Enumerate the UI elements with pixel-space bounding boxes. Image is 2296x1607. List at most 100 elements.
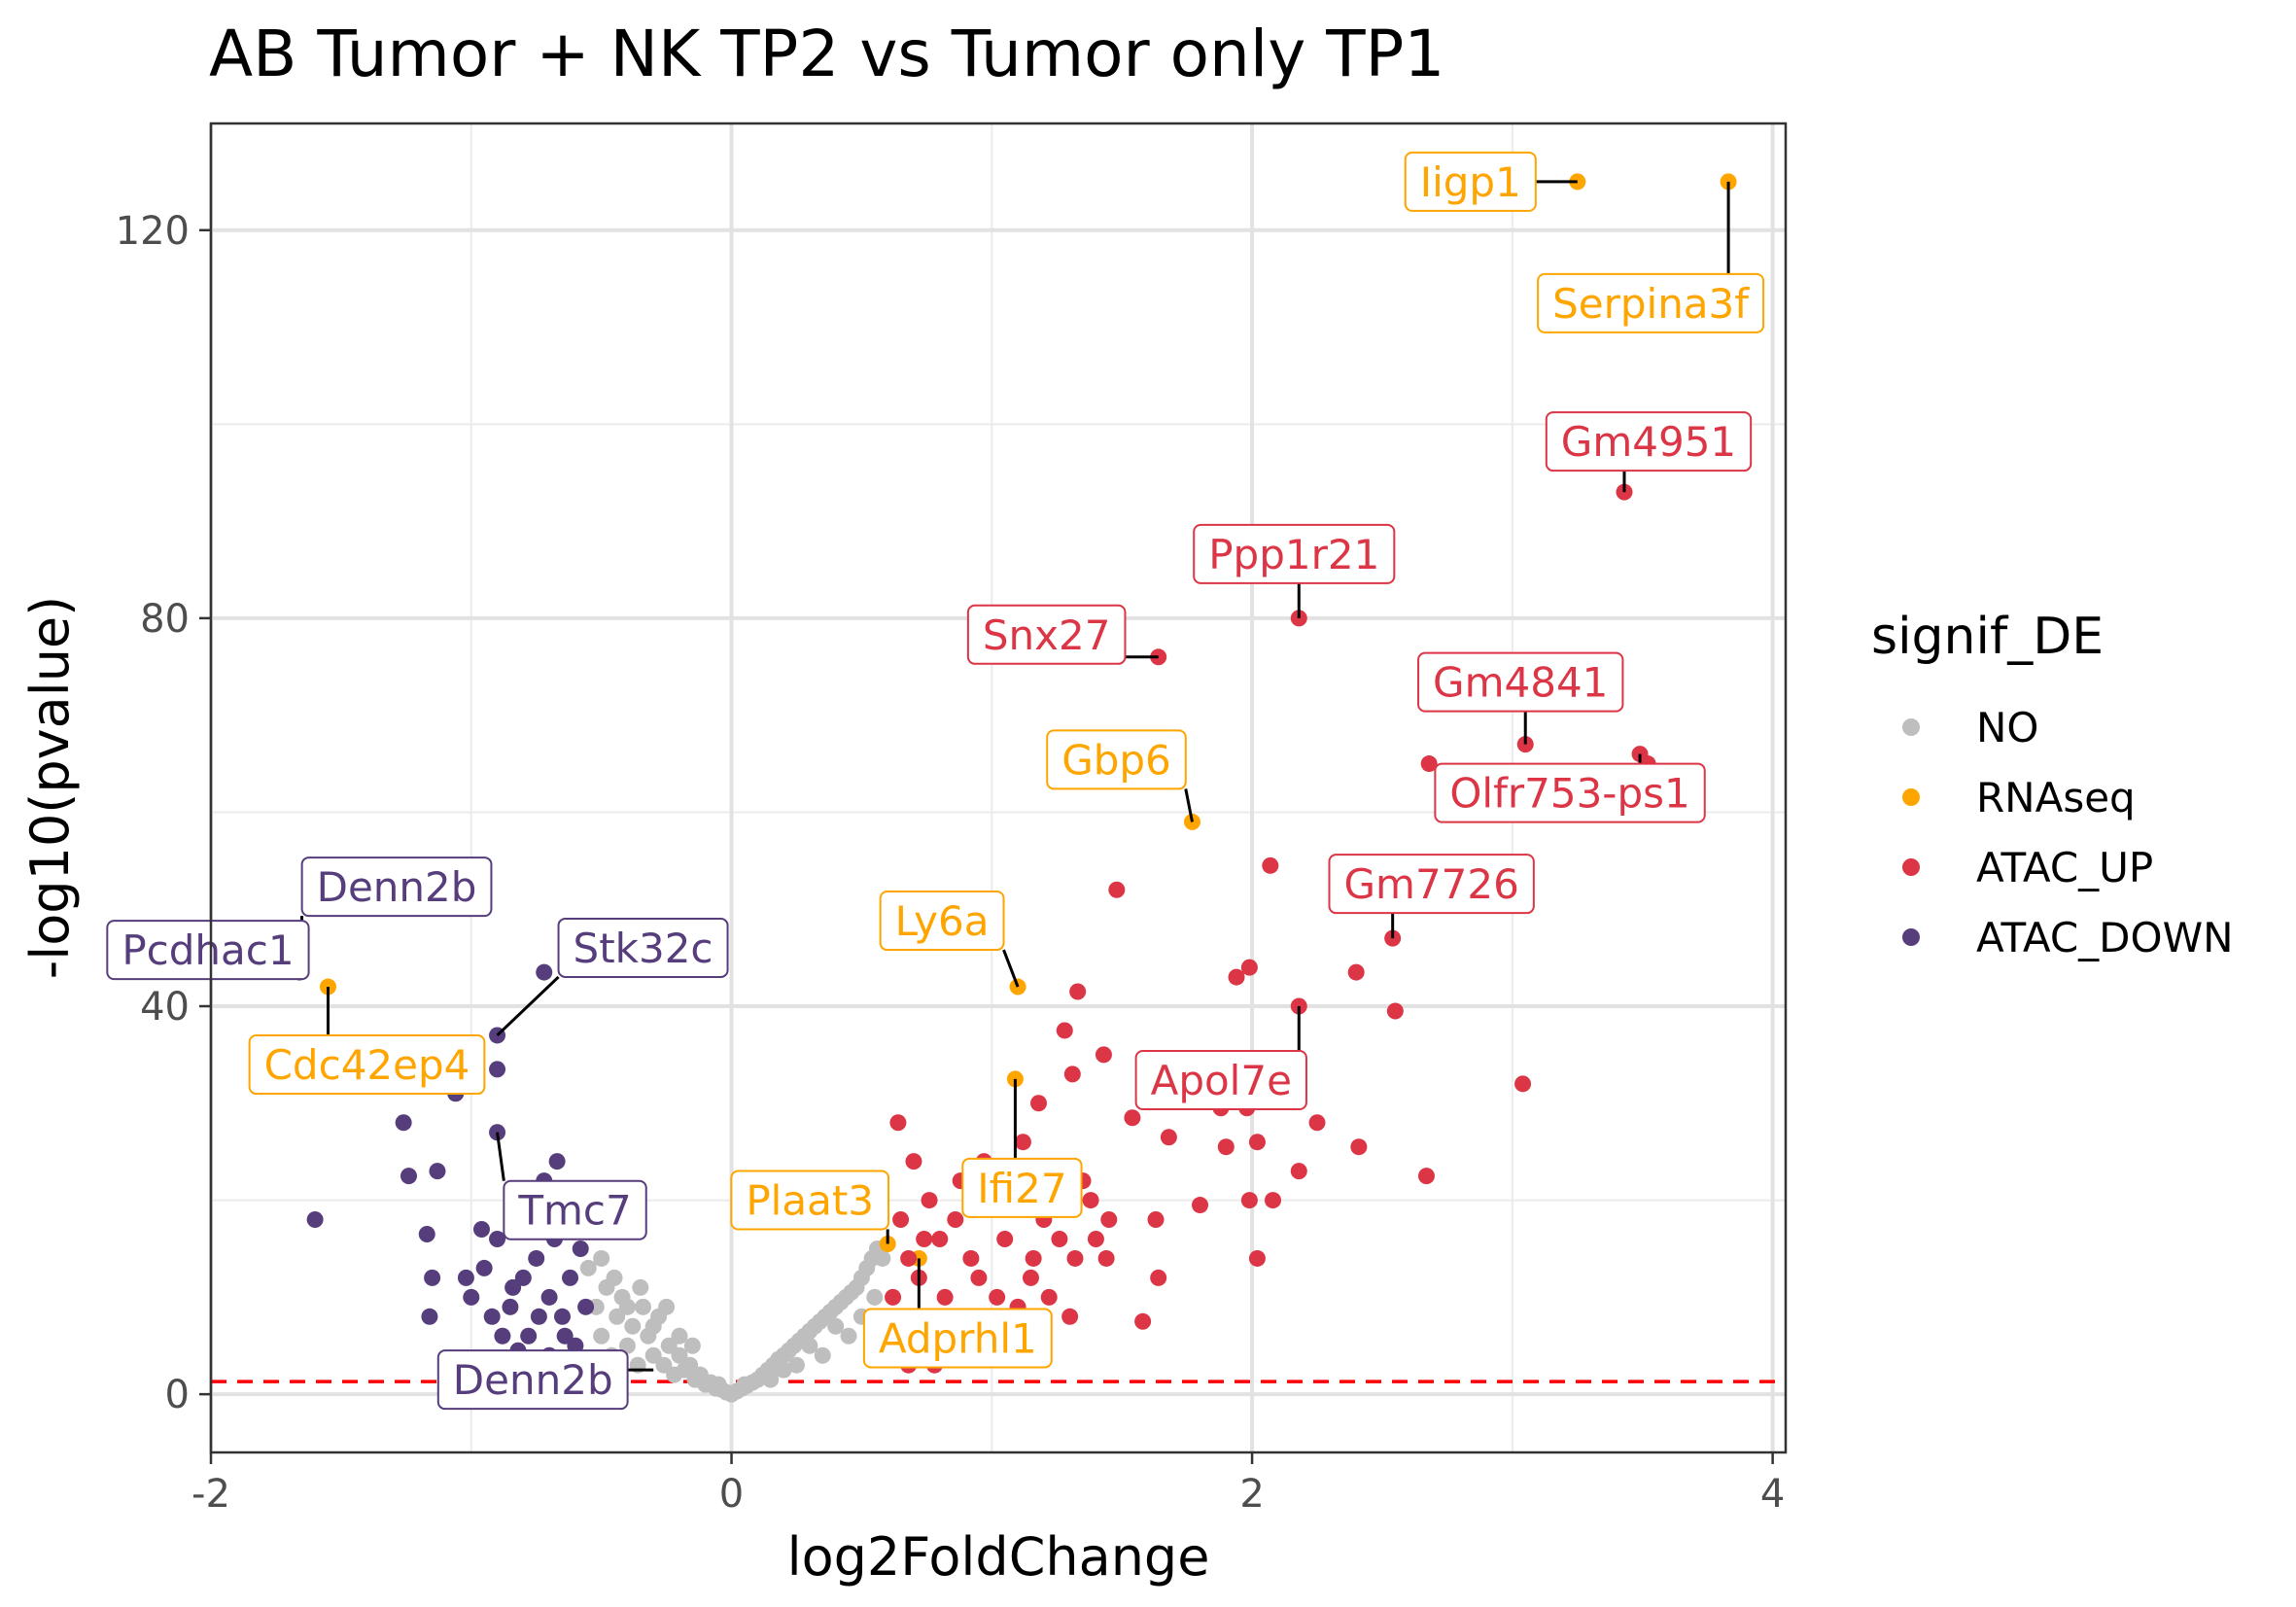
point-atac-down xyxy=(540,1288,558,1306)
point-atac-up xyxy=(1022,1269,1039,1286)
point-no xyxy=(609,1308,626,1325)
label-connector xyxy=(1002,949,1020,988)
point-no xyxy=(624,1317,642,1335)
y-tick-label: 0 xyxy=(165,1373,190,1417)
y-tick-label: 120 xyxy=(116,209,190,254)
svg-text:Ly6a: Ly6a xyxy=(895,897,990,945)
point-atac-up xyxy=(1264,1192,1281,1209)
point-atac-down xyxy=(530,1308,547,1325)
point-no xyxy=(814,1346,831,1364)
gene-label-apol7e: Apol7e xyxy=(1134,1050,1307,1111)
svg-text:Iigp1: Iigp1 xyxy=(1420,158,1521,206)
data-points xyxy=(267,173,1737,1403)
point-no xyxy=(618,1337,636,1354)
gene-label-denn2b: Denn2b xyxy=(300,856,493,918)
point-atac-up xyxy=(1417,1168,1435,1185)
svg-text:Gm4841: Gm4841 xyxy=(1433,659,1608,707)
point-atac-up xyxy=(1147,1211,1165,1229)
gene-label-stk32c: Stk32c xyxy=(557,917,729,978)
x-axis: -2 0 2 4 xyxy=(191,1452,1785,1517)
point-atac-up xyxy=(1160,1129,1177,1146)
point-atac-down xyxy=(536,963,553,981)
point-atac-up xyxy=(921,1192,938,1209)
point-atac-down xyxy=(562,1269,579,1286)
plot-panel: Iigp1 Serpina3f Gm4951 Ppp1r21 Snx27 Gm4841 Gb… xyxy=(106,122,1788,1454)
point-atac-down xyxy=(556,1327,574,1345)
point-atac-up xyxy=(996,1230,1014,1247)
gene-label-gbp6: Gbp6 xyxy=(1046,729,1187,790)
point-atac-down xyxy=(572,1240,589,1257)
legend-label: NO xyxy=(1976,704,2038,751)
svg-text:Plaat3: Plaat3 xyxy=(746,1176,874,1224)
svg-text:Gbp6: Gbp6 xyxy=(1061,736,1171,784)
point-atac-up xyxy=(1095,1046,1112,1064)
point-atac-down xyxy=(429,1163,446,1180)
point-atac-down xyxy=(421,1308,438,1325)
gene-label-plaat3: Plaat3 xyxy=(730,1170,890,1231)
svg-text:Apol7e: Apol7e xyxy=(1151,1057,1292,1104)
point-atac-up xyxy=(1240,959,1258,976)
point-atac-up xyxy=(1030,1095,1048,1112)
y-axis-title: -log10(pvalue) xyxy=(19,596,81,979)
point-atac-up xyxy=(916,1230,933,1247)
point-atac-up xyxy=(1087,1230,1104,1247)
point-atac-up xyxy=(1420,755,1438,773)
point-no xyxy=(618,1298,636,1315)
point-atac-down xyxy=(577,1298,595,1315)
point-atac-down xyxy=(475,1259,493,1276)
chart-title: AB Tumor + NK TP2 vs Tumor only TP1 xyxy=(209,17,1444,91)
x-tick-label: 0 xyxy=(719,1472,744,1517)
point-atac-up xyxy=(947,1211,964,1229)
panel-border xyxy=(209,122,1788,1454)
legend-title: signif_DE xyxy=(1871,608,2104,666)
point-no xyxy=(866,1288,884,1306)
point-atac-down xyxy=(504,1278,522,1296)
point-atac-up xyxy=(1056,1022,1073,1039)
legend-key-atac-down xyxy=(1902,928,1920,946)
point-no xyxy=(681,1356,699,1374)
legend: signif_DE NO RNAseq ATAC_UP ATAC_DOWN xyxy=(1871,608,2234,961)
point-atac-up xyxy=(1066,1249,1084,1267)
point-no xyxy=(840,1327,857,1345)
point-atac-down xyxy=(489,1230,506,1247)
point-atac-up xyxy=(1228,968,1245,986)
point-atac-up xyxy=(1386,1002,1404,1020)
svg-text:Gm7726: Gm7726 xyxy=(1343,860,1518,908)
legend-label: ATAC_DOWN xyxy=(1976,914,2234,961)
gene-label-gm4951: Gm4951 xyxy=(1545,411,1753,472)
gene-label-cdc42ep4: Cdc42ep4 xyxy=(248,1034,486,1096)
svg-text:Denn2b: Denn2b xyxy=(453,1356,613,1404)
point-no xyxy=(660,1337,678,1354)
point-no xyxy=(874,1249,891,1267)
y-axis: 0 40 80 120 xyxy=(116,209,211,1417)
point-no xyxy=(593,1249,610,1267)
point-no xyxy=(634,1298,651,1315)
point-atac-up xyxy=(1248,1134,1266,1151)
label-connector xyxy=(496,1132,505,1181)
point-atac-down xyxy=(306,1211,324,1229)
point-atac-up xyxy=(1290,1163,1307,1180)
legend-key-atac-up xyxy=(1902,858,1920,876)
point-atac-down xyxy=(400,1168,418,1185)
point-atac-up xyxy=(1240,1192,1258,1209)
point-atac-up xyxy=(1040,1288,1058,1306)
legend-label: RNAseq xyxy=(1976,774,2136,821)
y-tick-label: 40 xyxy=(140,985,190,1030)
point-atac-down xyxy=(520,1327,538,1345)
point-atac-up xyxy=(889,1114,907,1132)
label-connector xyxy=(1184,788,1194,822)
point-atac-up xyxy=(962,1249,980,1267)
gene-label-serpina3f: Serpina3f xyxy=(1537,272,1765,333)
point-atac-up xyxy=(1308,1114,1326,1132)
point-atac-up xyxy=(970,1269,988,1286)
point-no xyxy=(671,1346,688,1364)
x-axis-title: log2FoldChange xyxy=(787,1526,1210,1588)
point-atac-up xyxy=(989,1288,1006,1306)
gene-label-gm7726: Gm7726 xyxy=(1328,854,1535,915)
point-no xyxy=(593,1327,610,1345)
point-atac-up xyxy=(1082,1192,1099,1209)
point-no xyxy=(827,1317,845,1335)
svg-text:Stk32c: Stk32c xyxy=(574,925,713,972)
point-atac-down xyxy=(553,1308,571,1325)
point-no xyxy=(644,1346,662,1364)
